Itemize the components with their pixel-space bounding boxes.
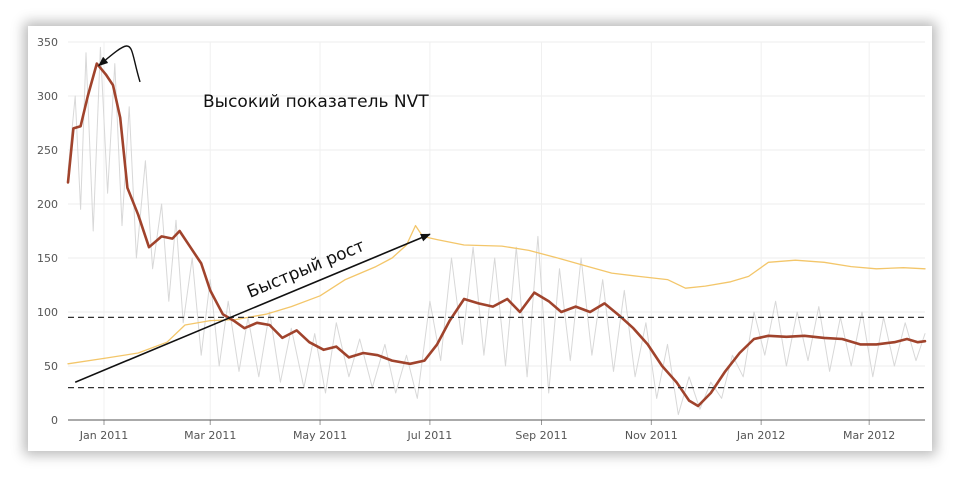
y-tick-label: 0 — [51, 414, 58, 427]
y-axis-ticks: 0 50 100 150 200 250 300 350 — [37, 36, 58, 427]
chart-frame: 0 50 100 150 200 250 300 350 Jan 2011 Mar 2011 Ma… — [28, 26, 932, 451]
x-tick-label: Mar 2011 — [184, 429, 236, 442]
x-tick-label: Nov 2011 — [625, 429, 678, 442]
x-tick-label: Jul 2011 — [407, 429, 453, 442]
y-tick-label: 250 — [37, 144, 58, 157]
y-tick-label: 100 — [37, 306, 58, 319]
series-group — [66, 46, 927, 416]
rapid-growth-label: Быстрый рост — [244, 236, 368, 303]
y-tick-label: 150 — [37, 252, 58, 265]
grid-lines — [68, 41, 925, 420]
y-tick-label: 200 — [37, 198, 58, 211]
y-tick-label: 300 — [37, 90, 58, 103]
reference-lines — [68, 316, 925, 389]
series-line-main — [66, 62, 927, 408]
x-tick-label: May 2011 — [293, 429, 347, 442]
series-line-yellow — [67, 224, 926, 365]
high-nvt-label: Высокий показатель NVT — [203, 92, 429, 112]
x-tick-label: Sep 2011 — [515, 429, 567, 442]
series-line-noisy — [67, 46, 926, 416]
rapid-growth-arrow — [74, 233, 431, 383]
y-tick-label: 350 — [37, 36, 58, 49]
x-axis-ticks: Jan 2011 Mar 2011 May 2011 Jul 2011 Sep 2011… — [79, 420, 895, 442]
x-tick-label: Jan 2012 — [736, 429, 785, 442]
line-chart: 0 50 100 150 200 250 300 350 Jan 2011 Mar 2011 Ma… — [37, 36, 927, 442]
x-tick-label: Jan 2011 — [79, 429, 128, 442]
high-nvt-arrow — [98, 45, 141, 83]
y-tick-label: 50 — [44, 360, 58, 373]
x-tick-label: Mar 2012 — [843, 429, 895, 442]
